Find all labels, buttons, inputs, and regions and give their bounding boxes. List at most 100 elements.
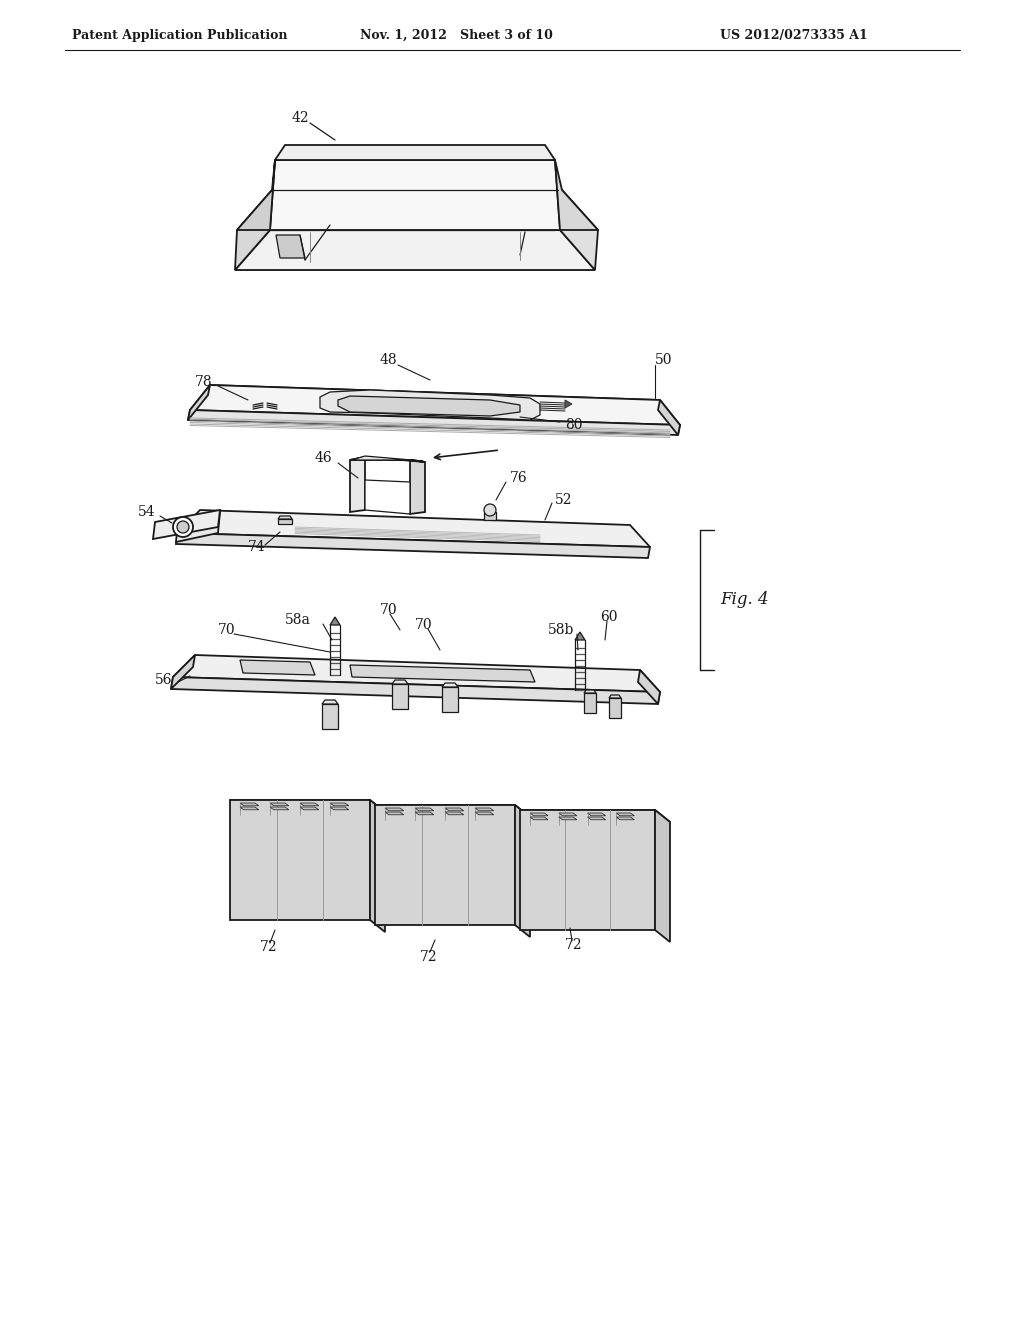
Text: 70: 70 xyxy=(415,618,432,632)
Polygon shape xyxy=(352,455,423,461)
Circle shape xyxy=(177,521,189,533)
Polygon shape xyxy=(322,704,338,729)
Polygon shape xyxy=(240,660,315,675)
Polygon shape xyxy=(375,805,515,925)
Polygon shape xyxy=(230,800,385,812)
Polygon shape xyxy=(392,680,408,684)
Polygon shape xyxy=(178,510,650,546)
Polygon shape xyxy=(658,400,680,436)
Polygon shape xyxy=(350,665,535,682)
Polygon shape xyxy=(410,459,425,513)
Polygon shape xyxy=(392,684,408,709)
Polygon shape xyxy=(234,190,272,271)
Polygon shape xyxy=(588,817,605,820)
Text: 74: 74 xyxy=(248,540,266,554)
Polygon shape xyxy=(530,817,548,820)
Polygon shape xyxy=(445,808,464,810)
Text: Patent Application Publication: Patent Application Publication xyxy=(72,29,288,41)
Polygon shape xyxy=(385,812,403,814)
Text: 72: 72 xyxy=(565,939,583,952)
Polygon shape xyxy=(350,457,425,462)
Polygon shape xyxy=(530,813,548,816)
Polygon shape xyxy=(375,805,530,817)
Text: Fig. 4: Fig. 4 xyxy=(720,591,769,609)
Polygon shape xyxy=(365,480,410,513)
Polygon shape xyxy=(442,686,458,711)
Polygon shape xyxy=(565,400,572,408)
Polygon shape xyxy=(275,145,555,160)
Text: 48: 48 xyxy=(380,352,397,367)
Polygon shape xyxy=(559,817,577,820)
Polygon shape xyxy=(176,512,220,543)
Text: 58a: 58a xyxy=(285,612,311,627)
Text: 58b: 58b xyxy=(548,623,574,638)
Polygon shape xyxy=(475,812,494,814)
Polygon shape xyxy=(270,807,289,809)
Text: 72: 72 xyxy=(420,950,437,964)
Text: 54: 54 xyxy=(138,506,156,519)
Polygon shape xyxy=(270,160,560,230)
Polygon shape xyxy=(240,803,259,805)
Polygon shape xyxy=(171,655,195,689)
Polygon shape xyxy=(153,510,220,539)
Circle shape xyxy=(173,517,193,537)
Polygon shape xyxy=(237,160,275,230)
Polygon shape xyxy=(638,671,660,704)
Polygon shape xyxy=(230,800,370,920)
Polygon shape xyxy=(655,810,670,942)
Polygon shape xyxy=(270,803,289,805)
Polygon shape xyxy=(278,516,292,519)
Polygon shape xyxy=(234,230,595,271)
Polygon shape xyxy=(445,812,464,814)
Polygon shape xyxy=(234,265,595,271)
Polygon shape xyxy=(176,533,650,558)
Polygon shape xyxy=(520,810,655,931)
Polygon shape xyxy=(584,690,596,693)
Text: 42: 42 xyxy=(292,111,309,125)
Text: 76: 76 xyxy=(510,471,527,484)
Text: 70: 70 xyxy=(218,623,236,638)
Polygon shape xyxy=(188,385,210,420)
Polygon shape xyxy=(173,655,660,692)
Polygon shape xyxy=(616,813,635,816)
Text: 72: 72 xyxy=(260,940,278,954)
Polygon shape xyxy=(609,696,621,698)
Polygon shape xyxy=(240,807,259,809)
Text: 70: 70 xyxy=(380,603,397,616)
Polygon shape xyxy=(319,389,540,420)
Polygon shape xyxy=(559,813,577,816)
Polygon shape xyxy=(584,693,596,713)
Polygon shape xyxy=(338,396,520,416)
Circle shape xyxy=(484,504,496,516)
Polygon shape xyxy=(188,411,680,436)
Polygon shape xyxy=(484,512,496,520)
Polygon shape xyxy=(555,160,598,230)
Text: 60: 60 xyxy=(600,610,617,624)
Polygon shape xyxy=(330,807,349,809)
Polygon shape xyxy=(515,805,530,937)
Polygon shape xyxy=(300,803,318,805)
Polygon shape xyxy=(322,700,338,704)
Polygon shape xyxy=(609,698,621,718)
Polygon shape xyxy=(475,808,494,810)
Polygon shape xyxy=(370,800,385,932)
Text: 46: 46 xyxy=(315,451,333,465)
Text: 80: 80 xyxy=(565,418,583,432)
Polygon shape xyxy=(560,190,598,271)
Polygon shape xyxy=(442,682,458,686)
Polygon shape xyxy=(385,808,403,810)
Polygon shape xyxy=(520,810,670,822)
Polygon shape xyxy=(415,808,434,810)
Text: 50: 50 xyxy=(655,352,673,367)
Polygon shape xyxy=(276,235,305,257)
Text: 78: 78 xyxy=(195,375,213,389)
Polygon shape xyxy=(210,385,660,400)
Polygon shape xyxy=(171,677,660,704)
Polygon shape xyxy=(330,616,340,624)
Text: US 2012/0273335 A1: US 2012/0273335 A1 xyxy=(720,29,867,41)
Polygon shape xyxy=(300,807,318,809)
Polygon shape xyxy=(330,803,349,805)
Polygon shape xyxy=(616,817,635,820)
Text: 56: 56 xyxy=(155,673,172,686)
Polygon shape xyxy=(190,385,680,425)
